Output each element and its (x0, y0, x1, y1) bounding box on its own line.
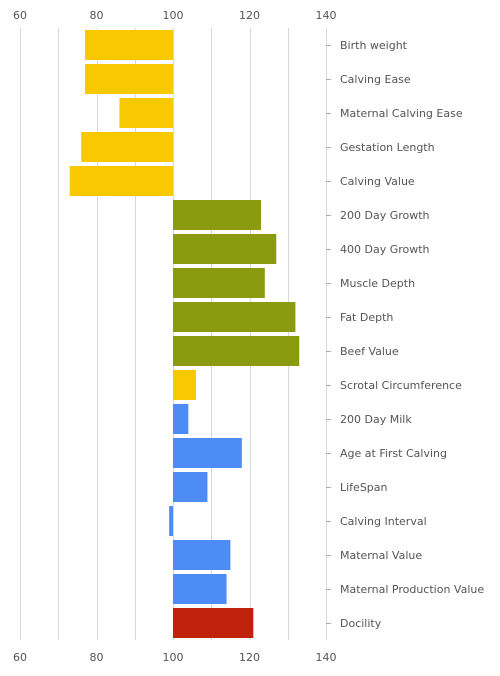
x-tick-label-bottom: 120 (239, 651, 260, 664)
bar (119, 98, 173, 128)
category-label: Maternal Calving Ease (340, 107, 463, 120)
category-label: Birth weight (340, 39, 408, 52)
bar (173, 404, 189, 434)
category-label: LifeSpan (340, 481, 388, 494)
bar (173, 234, 277, 264)
x-tick-label-top: 60 (13, 9, 27, 22)
bar (173, 438, 242, 468)
bar (173, 336, 300, 366)
x-tick-label-bottom: 60 (13, 651, 27, 664)
bar (173, 608, 254, 638)
category-label: 200 Day Growth (340, 209, 430, 222)
bar (173, 200, 261, 230)
bar (81, 132, 173, 162)
bar (173, 268, 265, 298)
category-label: 400 Day Growth (340, 243, 430, 256)
x-tick-label-bottom: 100 (163, 651, 184, 664)
category-label: Beef Value (340, 345, 399, 358)
bar (169, 506, 173, 536)
category-label: Fat Depth (340, 311, 393, 324)
category-label: Maternal Value (340, 549, 422, 562)
bar (173, 302, 296, 332)
x-tick-label-bottom: 80 (90, 651, 104, 664)
x-tick-label-top: 140 (316, 9, 337, 22)
x-tick-label-top: 100 (163, 9, 184, 22)
category-label: Muscle Depth (340, 277, 415, 290)
category-label: Maternal Production Value (340, 583, 484, 596)
category-label: Calving Ease (340, 73, 411, 86)
x-tick-label-bottom: 140 (316, 651, 337, 664)
x-tick-label-top: 80 (90, 9, 104, 22)
bar (173, 472, 208, 502)
x-tick-label-top: 120 (239, 9, 260, 22)
bar (173, 574, 227, 604)
category-label: 200 Day Milk (340, 413, 412, 426)
category-label: Scrotal Circumference (340, 379, 462, 392)
bar (173, 540, 231, 570)
bar (85, 64, 173, 94)
category-label: Calving Interval (340, 515, 427, 528)
category-label: Calving Value (340, 175, 415, 188)
bar (69, 166, 173, 196)
bar (173, 370, 196, 400)
bar (85, 30, 173, 60)
category-label: Age at First Calving (340, 447, 447, 460)
category-label: Gestation Length (340, 141, 435, 154)
category-label: Docility (340, 617, 382, 630)
